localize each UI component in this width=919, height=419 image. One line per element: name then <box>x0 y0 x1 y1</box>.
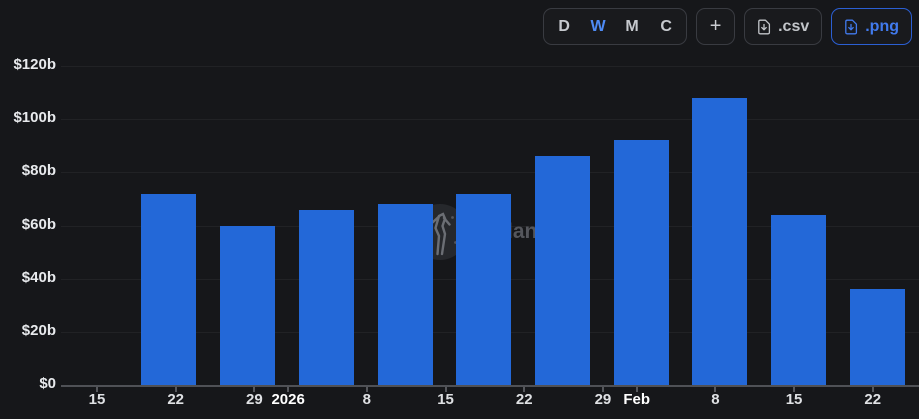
x-axis-label: 22 <box>515 391 533 408</box>
x-axis-label: 15 <box>88 391 106 408</box>
file-download-icon <box>844 19 858 35</box>
x-axis-tick <box>287 387 290 392</box>
x-axis-tick <box>601 387 604 392</box>
y-axis-label: $80b <box>21 162 56 180</box>
export-csv-label: .csv <box>778 17 810 35</box>
x-axis-tick <box>635 387 638 392</box>
x-axis-line <box>61 385 919 387</box>
x-axis-label: 8 <box>711 391 720 408</box>
x-axis-tick <box>714 387 717 392</box>
y-gridline <box>61 119 919 121</box>
y-axis-label: $40b <box>21 268 56 286</box>
x-axis-tick <box>444 387 447 392</box>
bar[interactable] <box>613 140 669 385</box>
add-chart-button[interactable]: + <box>696 8 736 45</box>
x-axis-tick <box>523 387 526 392</box>
bar[interactable] <box>692 97 748 385</box>
y-axis-label: $0 <box>39 375 56 392</box>
export-png-button[interactable]: .png <box>831 8 912 45</box>
y-axis-label: $120b <box>13 56 56 74</box>
x-axis-tick <box>174 387 177 392</box>
x-axis-tick <box>96 387 98 392</box>
x-axis-label: 29 <box>594 391 612 408</box>
bar[interactable] <box>298 209 354 385</box>
x-axis-label: 22 <box>167 391 185 408</box>
interval-m-button[interactable]: M <box>615 9 649 44</box>
interval-w-button[interactable]: W <box>581 9 615 44</box>
interval-d-button[interactable]: D <box>547 9 581 44</box>
x-axis-label: Feb <box>623 391 650 408</box>
x-axis-tick <box>793 387 796 392</box>
bar[interactable] <box>220 225 276 385</box>
y-gridline <box>61 66 919 68</box>
interval-c-button[interactable]: C <box>649 9 683 44</box>
x-axis-label: 8 <box>362 391 371 408</box>
x-axis-label: 15 <box>437 391 454 408</box>
y-axis-label: $100b <box>13 109 56 127</box>
bar[interactable] <box>849 289 905 385</box>
x-axis-tick <box>365 387 368 392</box>
file-download-icon <box>757 19 771 35</box>
x-axis-tick <box>871 387 874 392</box>
export-csv-button[interactable]: .csv <box>744 8 823 45</box>
bar[interactable] <box>534 156 590 385</box>
bar[interactable] <box>141 193 197 385</box>
x-axis-label: 15 <box>785 391 803 408</box>
x-axis-tick <box>253 387 256 392</box>
y-axis-label: $20b <box>21 321 56 339</box>
bar[interactable] <box>771 214 827 385</box>
watermark-text: lan <box>507 220 538 243</box>
bar[interactable] <box>456 193 512 385</box>
x-axis-label: 22 <box>864 391 882 408</box>
y-gridline <box>61 172 919 174</box>
y-axis-label: $60b <box>21 215 56 233</box>
x-axis-label: 29 <box>246 391 263 408</box>
bar[interactable] <box>377 204 433 385</box>
export-png-label: .png <box>865 17 899 35</box>
x-axis-label: 2026 <box>271 391 305 408</box>
